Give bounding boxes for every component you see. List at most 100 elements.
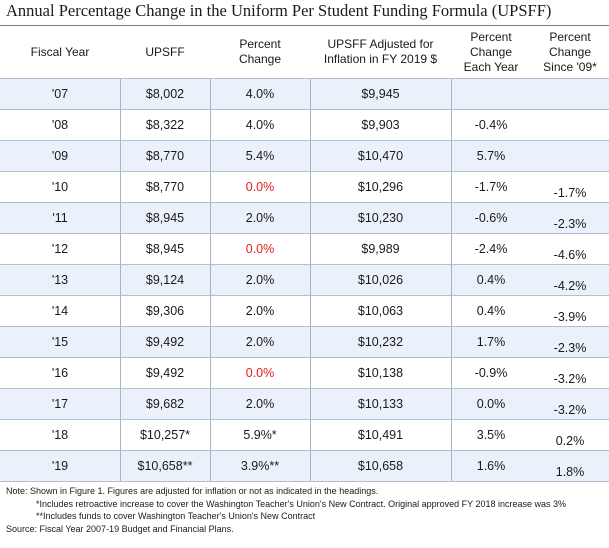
table-notes: Note: Shown in Figure 1. Figures are adj…	[6, 485, 606, 535]
column-divider	[120, 78, 121, 481]
cell-upsff: $9,492	[145, 365, 185, 380]
cell-percent-change-each-year: -2.4%	[474, 241, 508, 256]
row-divider	[0, 171, 609, 172]
cell-fiscal-year: '19	[51, 458, 69, 473]
cell-upsff: $8,945	[145, 210, 185, 225]
note-line: Note: Shown in Figure 1. Figures are adj…	[6, 486, 379, 496]
row-divider	[0, 450, 609, 451]
cell-upsff-adjusted: $10,230	[357, 210, 404, 225]
table-row: '13 $9,124 2.0% $10,026 0.4% -4.2%	[0, 264, 609, 295]
row-divider	[0, 357, 609, 358]
cell-percent-change-since-09: -4.6%	[553, 248, 587, 262]
cell-fiscal-year: '12	[51, 241, 69, 256]
footnote-single-asterisk: *Includes retroactive increase to cover …	[36, 498, 567, 509]
cell-percent-change-since-09: -2.3%	[553, 217, 587, 231]
header-percent-change-each-year: Percent Change Each Year	[463, 29, 519, 74]
cell-fiscal-year: '09	[51, 148, 69, 163]
row-divider	[0, 264, 609, 265]
cell-upsff-adjusted: $10,138	[357, 365, 404, 380]
row-divider	[0, 202, 609, 203]
header-percent-change: Percent Change	[238, 37, 282, 66]
cell-percent-change: 2.0%	[245, 334, 275, 349]
title-divider	[0, 25, 609, 26]
row-divider	[0, 140, 609, 141]
cell-percent-change-since-09: -4.2%	[553, 279, 587, 293]
cell-upsff: $8,770	[145, 148, 185, 163]
cell-percent-change-since-09: -3.9%	[553, 310, 587, 324]
cell-percent-change-each-year: 5.7%	[476, 148, 506, 163]
table-row: '15 $9,492 2.0% $10,232 1.7% -2.3%	[0, 326, 609, 357]
footnote-double-asterisk: **Includes funds to cover Washington Tea…	[36, 511, 316, 522]
header-upsff: UPSFF	[145, 44, 185, 59]
cell-fiscal-year: '15	[51, 334, 69, 349]
cell-percent-change: 2.0%	[245, 272, 275, 287]
column-divider	[451, 78, 452, 481]
row-divider	[0, 78, 609, 79]
cell-percent-change-each-year: 1.7%	[476, 334, 506, 349]
cell-percent-change-since-09: -2.3%	[553, 341, 587, 355]
row-divider	[0, 295, 609, 296]
cell-percent-change-each-year	[451, 78, 531, 109]
cell-upsff-adjusted: $9,903	[361, 117, 400, 132]
cell-percent-change-since-09: 1.8%	[555, 465, 585, 479]
column-divider	[210, 78, 211, 481]
cell-percent-change-since-09: -1.7%	[553, 186, 587, 200]
cell-upsff-adjusted: $10,470	[357, 148, 404, 163]
cell-upsff-adjusted: $10,658	[357, 458, 404, 473]
cell-upsff: $9,124	[145, 272, 185, 287]
cell-percent-change-since-09: -3.2%	[553, 372, 587, 386]
cell-percent-change-each-year: 0.4%	[476, 272, 506, 287]
cell-percent-change-since-09	[531, 140, 609, 169]
cell-percent-change: 2.0%	[245, 210, 275, 225]
table-row: '07 $8,002 4.0% $9,945	[0, 78, 609, 109]
table-row: '08 $8,322 4.0% $9,903 -0.4%	[0, 109, 609, 140]
cell-percent-change-each-year: -1.7%	[474, 179, 508, 194]
cell-upsff: $9,306	[145, 303, 185, 318]
cell-upsff-adjusted: $9,945	[361, 86, 400, 101]
cell-upsff-adjusted: $10,296	[357, 179, 404, 194]
cell-upsff-adjusted: $10,491	[357, 427, 404, 442]
cell-percent-change: 4.0%	[245, 117, 275, 132]
cell-fiscal-year: '18	[51, 427, 69, 442]
table-row: '09 $8,770 5.4% $10,470 5.7%	[0, 140, 609, 171]
source-line: Source: Fiscal Year 2007-19 Budget and F…	[6, 523, 234, 534]
cell-fiscal-year: '11	[52, 210, 68, 225]
row-divider	[0, 388, 609, 389]
cell-percent-change-each-year: 3.5%	[476, 427, 506, 442]
cell-upsff: $10,257*	[139, 427, 191, 442]
table-row: '12 $8,945 0.0% $9,989 -2.4% -4.6%	[0, 233, 609, 264]
table-row: '16 $9,492 0.0% $10,138 -0.9% -3.2%	[0, 357, 609, 388]
cell-upsff-adjusted: $10,232	[357, 334, 404, 349]
cell-percent-change-each-year: -0.4%	[474, 117, 508, 132]
column-divider	[310, 78, 311, 481]
row-divider	[0, 326, 609, 327]
cell-percent-change: 2.0%	[245, 396, 275, 411]
cell-upsff: $10,658**	[137, 458, 193, 473]
table-row: '11 $8,945 2.0% $10,230 -0.6% -2.3%	[0, 202, 609, 233]
cell-percent-change-each-year: -0.6%	[474, 210, 508, 225]
table-row: '19 $10,658** 3.9%** $10,658 1.6% 1.8%	[0, 450, 609, 481]
cell-upsff: $8,770	[145, 179, 185, 194]
cell-fiscal-year: '17	[51, 396, 69, 411]
cell-upsff: $9,492	[145, 334, 185, 349]
cell-percent-change-each-year: 0.4%	[476, 303, 506, 318]
cell-percent-change: 5.9%*	[243, 427, 277, 442]
row-divider	[0, 481, 609, 482]
cell-percent-change-since-09	[531, 78, 609, 107]
table-row: '10 $8,770 0.0% $10,296 -1.7% -1.7%	[0, 171, 609, 202]
header-upsff-adjusted: UPSFF Adjusted for Inflation in FY 2019 …	[323, 37, 438, 66]
cell-percent-change-each-year: 1.6%	[476, 458, 506, 473]
cell-percent-change: 0.0%	[245, 365, 275, 380]
row-divider	[0, 109, 609, 110]
cell-upsff-adjusted: $10,026	[357, 272, 404, 287]
cell-percent-change: 4.0%	[245, 86, 275, 101]
cell-percent-change: 5.4%	[245, 148, 275, 163]
row-divider	[0, 233, 609, 234]
cell-percent-change: 3.9%**	[240, 458, 280, 473]
cell-upsff: $8,322	[145, 117, 185, 132]
header-percent-change-since-09: Percent Change Since '09*	[543, 29, 597, 74]
cell-fiscal-year: '08	[51, 117, 69, 132]
table-row: '17 $9,682 2.0% $10,133 0.0% -3.2%	[0, 388, 609, 419]
cell-fiscal-year: '16	[51, 365, 69, 380]
cell-percent-change: 0.0%	[245, 179, 275, 194]
